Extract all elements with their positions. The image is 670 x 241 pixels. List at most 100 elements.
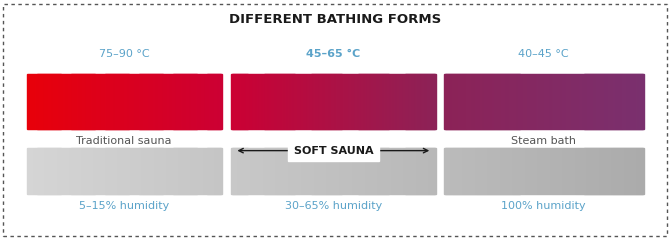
Bar	[124, 148, 125, 194]
Bar	[63, 74, 64, 129]
Bar	[426, 74, 428, 129]
Bar	[391, 74, 393, 129]
Bar	[314, 148, 316, 194]
Bar	[62, 74, 64, 129]
Bar	[95, 148, 96, 194]
Bar	[261, 148, 263, 194]
Bar	[514, 74, 515, 129]
Bar	[393, 74, 395, 129]
Bar	[77, 74, 79, 129]
Bar	[167, 148, 168, 194]
Bar	[606, 148, 607, 194]
Bar	[113, 74, 115, 129]
Bar	[616, 148, 618, 194]
Bar	[255, 74, 257, 129]
Bar	[116, 74, 118, 129]
Bar	[241, 148, 243, 194]
Bar	[529, 148, 531, 194]
Bar	[55, 74, 56, 129]
Bar	[75, 148, 77, 194]
Bar	[463, 148, 465, 194]
Bar	[507, 148, 509, 194]
Bar	[320, 74, 322, 129]
Bar	[233, 74, 235, 129]
Bar	[75, 74, 77, 129]
Bar	[617, 148, 619, 194]
Bar	[103, 74, 105, 129]
Bar	[122, 74, 124, 129]
Bar	[474, 148, 476, 194]
Bar	[249, 74, 250, 129]
Bar	[360, 148, 362, 194]
Bar	[210, 74, 211, 129]
Bar	[637, 148, 639, 194]
Bar	[129, 148, 131, 194]
Bar	[245, 74, 247, 129]
Bar	[139, 148, 141, 194]
Bar	[383, 74, 385, 129]
Bar	[336, 74, 337, 129]
Bar	[323, 74, 325, 129]
Bar	[474, 74, 476, 129]
Bar	[130, 148, 131, 194]
Bar	[630, 74, 632, 129]
Bar	[503, 148, 505, 194]
Bar	[49, 148, 51, 194]
Bar	[174, 148, 176, 194]
Bar	[519, 74, 521, 129]
Bar	[524, 148, 525, 194]
Bar	[600, 74, 601, 129]
Bar	[82, 148, 84, 194]
Bar	[147, 74, 149, 129]
Bar	[239, 148, 240, 194]
Bar	[273, 74, 275, 129]
Bar	[137, 148, 138, 194]
Bar	[538, 148, 539, 194]
Bar	[68, 74, 70, 129]
Bar	[551, 148, 553, 194]
Bar	[274, 74, 276, 129]
Bar	[352, 74, 354, 129]
Bar	[340, 74, 342, 129]
Bar	[476, 74, 478, 129]
Bar	[481, 148, 482, 194]
Bar	[182, 74, 183, 129]
Bar	[180, 74, 181, 129]
Bar	[293, 148, 295, 194]
Bar	[586, 74, 588, 129]
Bar	[458, 74, 460, 129]
Bar	[33, 74, 34, 129]
Bar	[74, 148, 75, 194]
Bar	[383, 74, 384, 129]
Bar	[402, 74, 403, 129]
Bar	[313, 74, 315, 129]
Bar	[156, 148, 157, 194]
Bar	[431, 148, 433, 194]
Bar	[553, 74, 555, 129]
Bar	[545, 74, 546, 129]
Bar	[410, 148, 411, 194]
Bar	[51, 74, 53, 129]
Bar	[604, 148, 605, 194]
Bar	[157, 148, 159, 194]
Bar	[639, 148, 641, 194]
Bar	[291, 148, 293, 194]
Bar	[233, 148, 235, 194]
Bar	[85, 148, 86, 194]
Bar	[473, 74, 475, 129]
Bar	[610, 74, 612, 129]
Bar	[547, 148, 548, 194]
Bar	[350, 74, 352, 129]
Bar	[448, 148, 450, 194]
Bar	[528, 148, 529, 194]
Bar	[484, 148, 486, 194]
Bar	[182, 148, 183, 194]
Bar	[580, 74, 582, 129]
Bar	[111, 74, 112, 129]
Bar	[163, 148, 164, 194]
Bar	[317, 148, 319, 194]
Bar	[508, 148, 510, 194]
Bar	[63, 148, 64, 194]
Bar	[476, 148, 478, 194]
Bar	[53, 148, 55, 194]
